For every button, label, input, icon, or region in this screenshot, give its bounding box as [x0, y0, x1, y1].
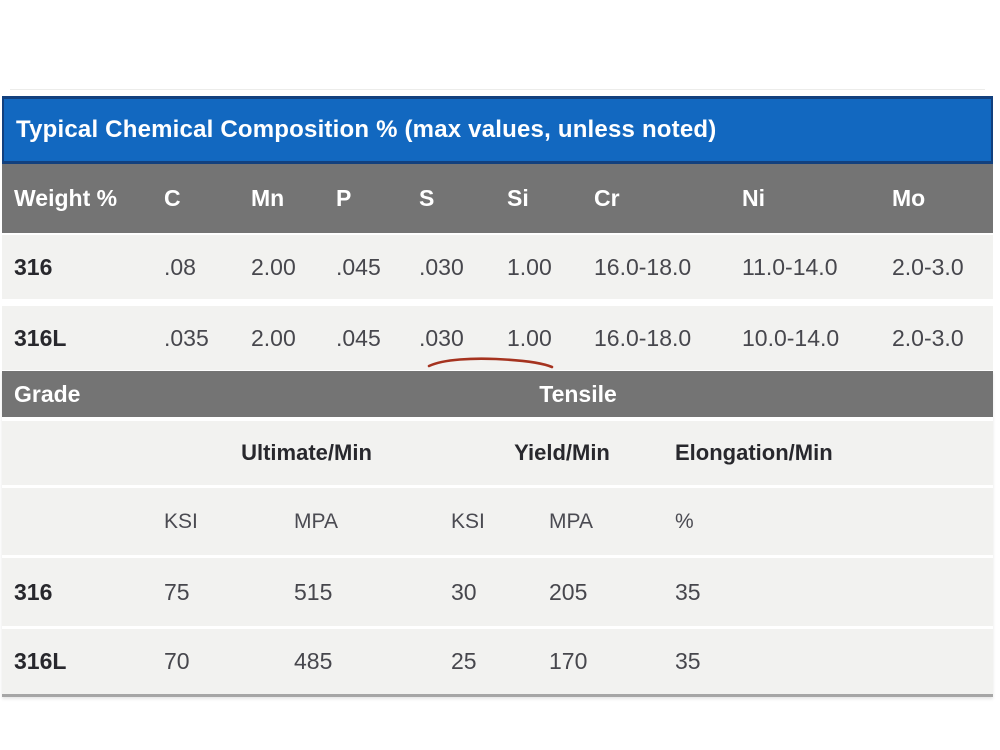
chemical-composition-table: Weight % C Mn P S Si Cr Ni Mo 316 .08 2.… — [2, 164, 993, 370]
value-cell: 515 — [293, 555, 450, 628]
tensile-units-row: KSI MPA KSI MPA % — [2, 485, 994, 557]
value-cell: 2.0-3.0 — [891, 299, 993, 370]
group-header-ultimate: Ultimate/Min — [163, 417, 450, 487]
grade-label: 316 — [2, 233, 163, 303]
value-cell: 75 — [163, 555, 293, 628]
unit-label: MPA — [548, 485, 674, 557]
value-cell: .045 — [335, 233, 418, 303]
value-cell: .030 — [418, 233, 506, 303]
red-pen-annotation-icon — [427, 357, 554, 369]
value-cell: 2.00 — [250, 299, 335, 370]
col-header-s: S — [418, 164, 506, 234]
col-header-mn: Mn — [250, 164, 335, 234]
value-cell: 2.0-3.0 — [891, 233, 993, 303]
unit-label: KSI — [163, 485, 293, 557]
composition-row-316: 316 .08 2.00 .045 .030 1.00 16.0-18.0 11… — [2, 233, 993, 303]
col-header-weight-pct: Weight % — [2, 164, 163, 234]
tensile-row-316: 316 75 515 30 205 35 — [2, 555, 994, 628]
value-cell: 25 — [450, 626, 548, 696]
col-header-cr: Cr — [593, 164, 741, 234]
empty-cell — [2, 485, 163, 557]
value-cell: 16.0-18.0 — [593, 299, 741, 370]
value-cell: 205 — [548, 555, 674, 628]
value-cell: .045 — [335, 299, 418, 370]
value-cell: .035 — [163, 299, 250, 370]
group-header-elongation: Elongation/Min — [674, 417, 994, 487]
grade-label: 316L — [2, 626, 163, 696]
value-cell: 30 — [450, 555, 548, 628]
empty-cell — [2, 417, 163, 487]
value-cell: .08 — [163, 233, 250, 303]
value-cell: 35 — [674, 626, 994, 696]
datasheet: Typical Chemical Composition % (max valu… — [2, 96, 994, 697]
col-header-ni: Ni — [741, 164, 891, 234]
unit-label: % — [674, 485, 994, 557]
hairline-divider — [10, 89, 985, 90]
tensile-section-header: Tensile — [163, 371, 994, 419]
value-cell: 35 — [674, 555, 994, 628]
value-cell: 1.00 — [506, 233, 593, 303]
unit-label: KSI — [450, 485, 548, 557]
value-cell: 10.0-14.0 — [741, 299, 891, 370]
tensile-properties-table: Grade Tensile Ultimate/Min Yield/Min Elo… — [2, 371, 994, 697]
col-header-si: Si — [506, 164, 593, 234]
group-header-yield: Yield/Min — [450, 417, 674, 487]
composition-header-row: Weight % C Mn P S Si Cr Ni Mo — [2, 164, 993, 234]
value-cell: 70 — [163, 626, 293, 696]
tensile-header-row: Grade Tensile — [2, 371, 994, 419]
unit-label: MPA — [293, 485, 450, 557]
tensile-row-316l: 316L 70 485 25 170 35 — [2, 626, 994, 696]
value-cell: 485 — [293, 626, 450, 696]
grade-column-header: Grade — [2, 371, 163, 419]
value-cell: 16.0-18.0 — [593, 233, 741, 303]
value-cell: 2.00 — [250, 233, 335, 303]
tensile-group-row: Ultimate/Min Yield/Min Elongation/Min — [2, 417, 994, 487]
value-cell: 11.0-14.0 — [741, 233, 891, 303]
grade-label: 316L — [2, 299, 163, 370]
col-header-c: C — [163, 164, 250, 234]
col-header-mo: Mo — [891, 164, 993, 234]
grade-label: 316 — [2, 555, 163, 628]
composition-title: Typical Chemical Composition % (max valu… — [16, 116, 717, 143]
value-cell: 1.00 — [506, 299, 593, 370]
composition-title-bar: Typical Chemical Composition % (max valu… — [2, 96, 993, 164]
value-cell: 170 — [548, 626, 674, 696]
col-header-p: P — [335, 164, 418, 234]
composition-row-316l: 316L .035 2.00 .045 .030 1.00 16.0-18.0 … — [2, 299, 993, 370]
